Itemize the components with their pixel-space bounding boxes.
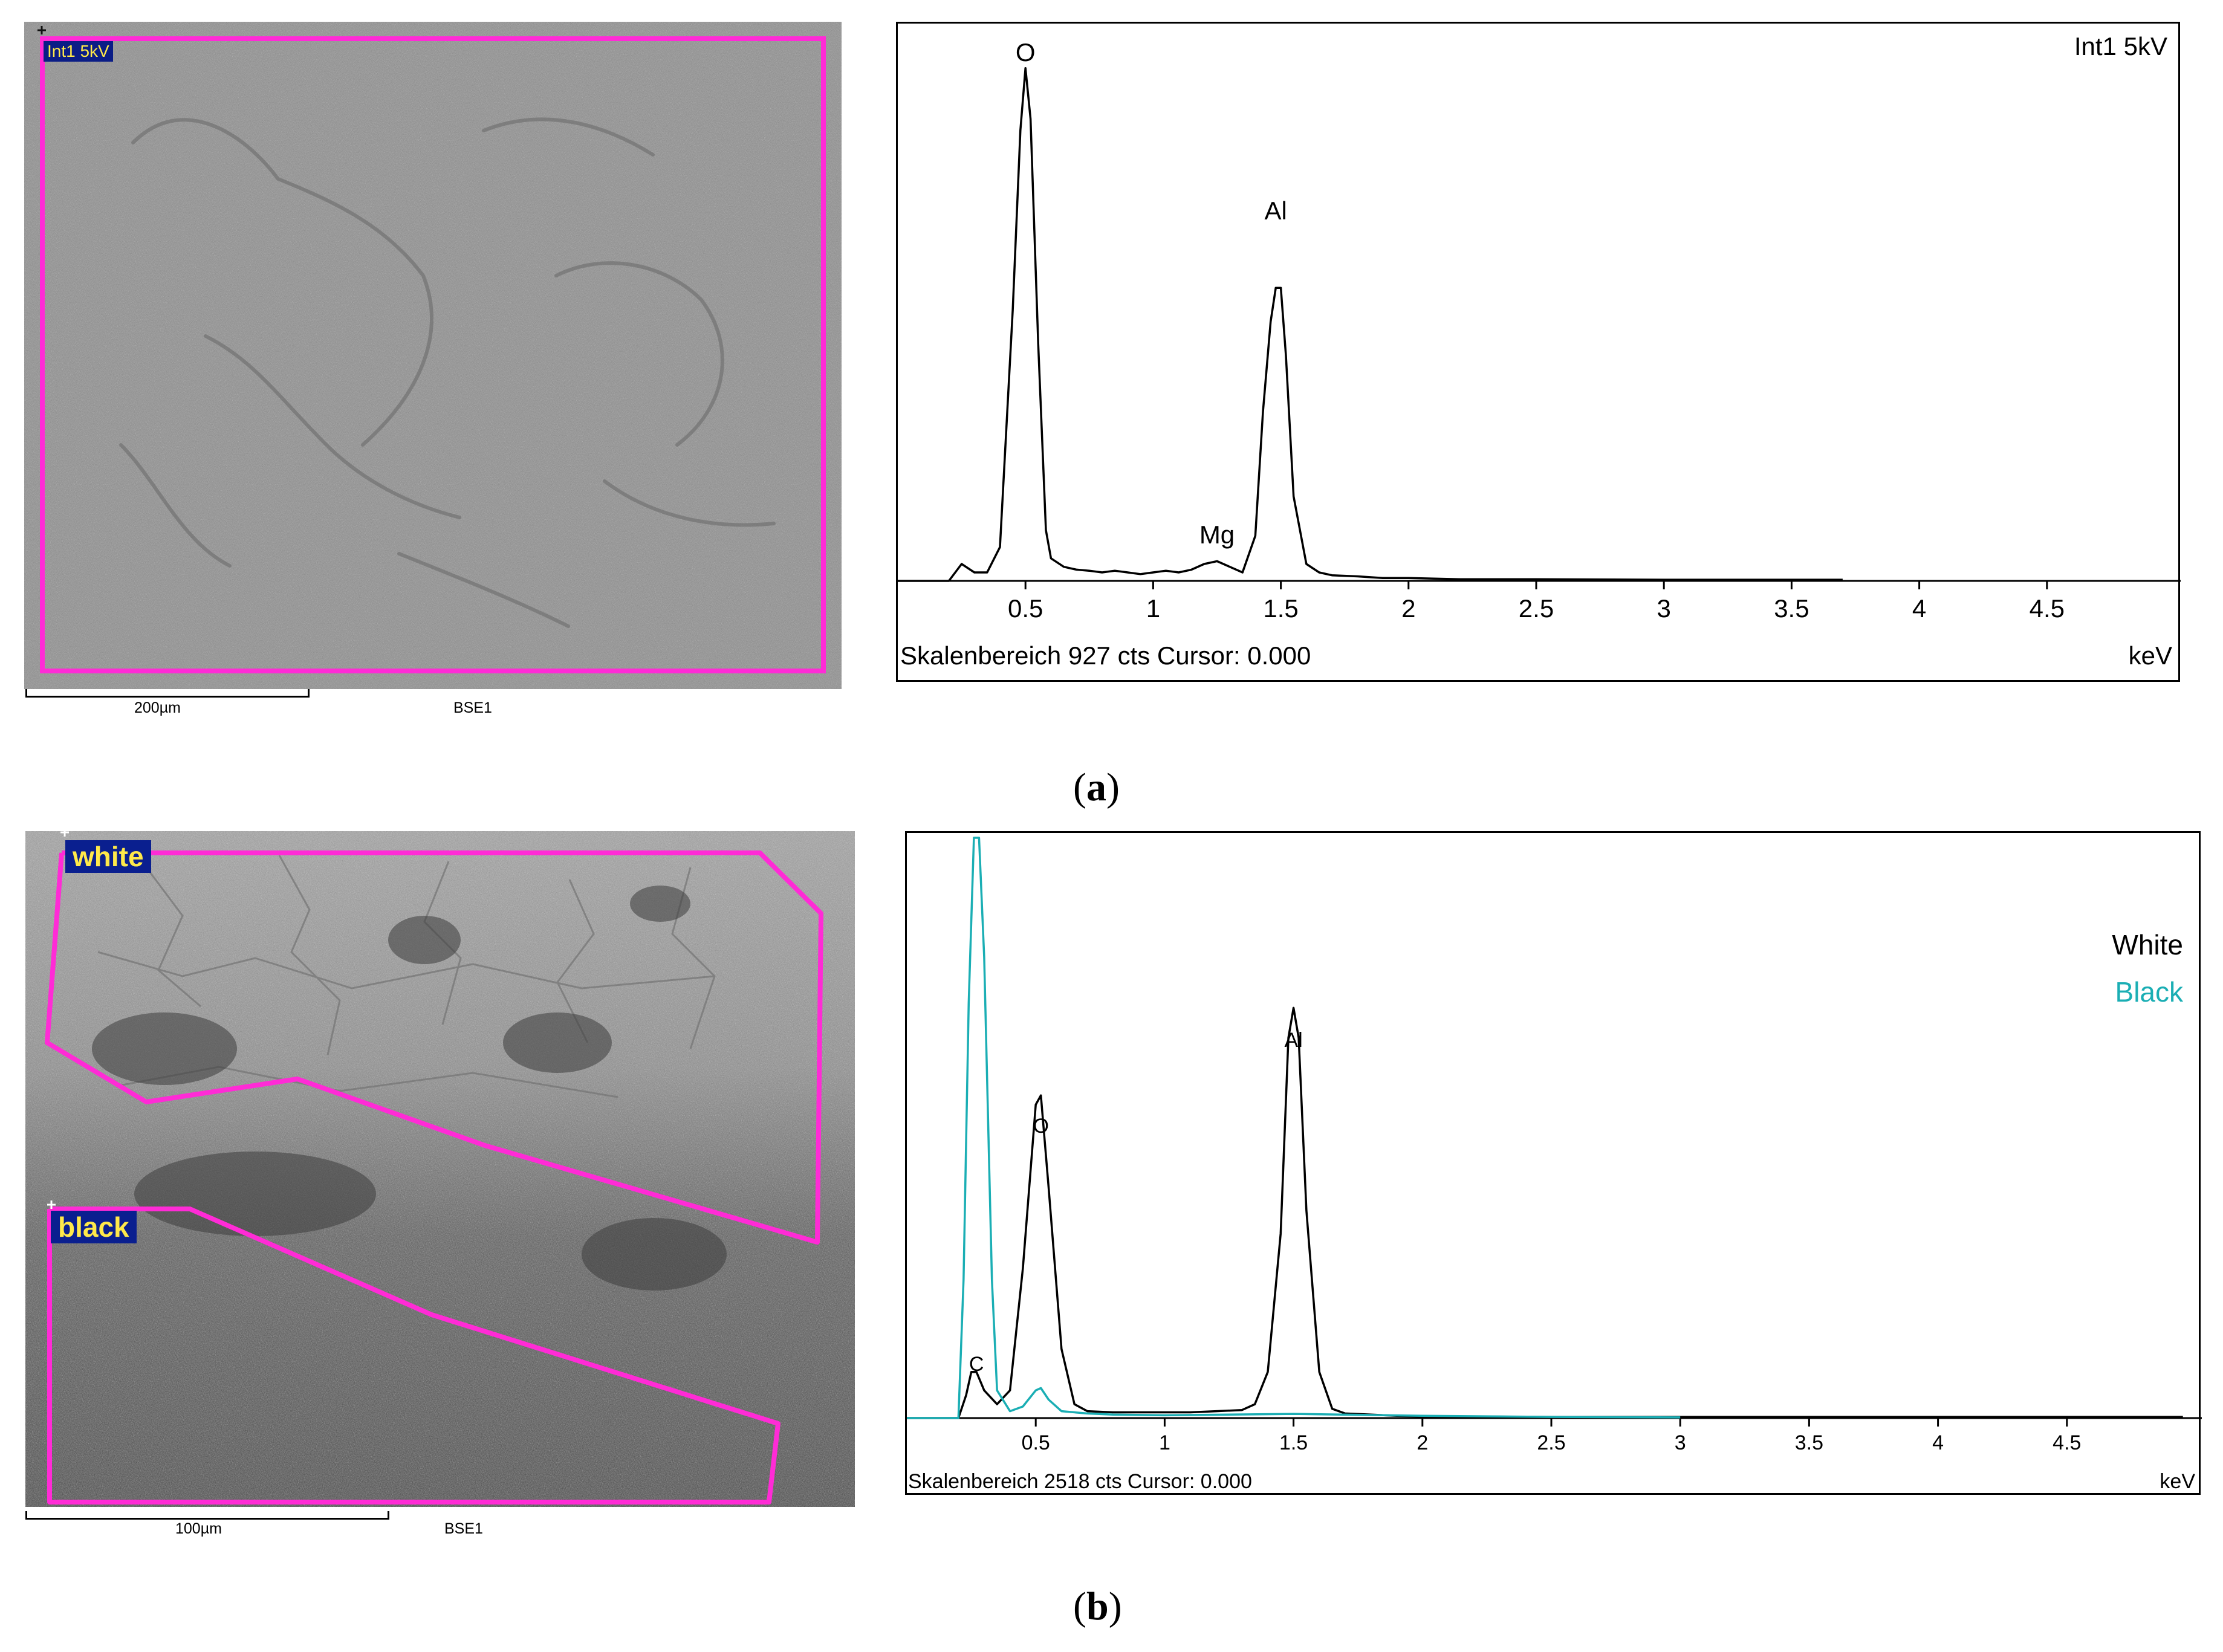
peak-label-al: Al <box>1284 1029 1302 1052</box>
legend-white: White <box>2112 929 2183 960</box>
peak-label-o: O <box>1033 1115 1049 1138</box>
x-tick-label: 1 <box>1159 1431 1170 1454</box>
x-tick-label: 1.5 <box>1279 1431 1308 1454</box>
caption-a: (a) <box>1073 765 1120 811</box>
spectrum-b-plot: 0.5 1 1.5 2 2.5 3 3.5 4 4.5 Al O C <box>907 837 2202 1454</box>
x-tick-label: 2.5 <box>1537 1431 1565 1454</box>
x-tick-label: 4.5 <box>2053 1431 2081 1454</box>
spectrum-a-corner-label: Int1 5kV <box>2074 32 2167 60</box>
scale-bar-a <box>25 689 310 698</box>
x-tick-label: 4 <box>1932 1431 1944 1454</box>
x-tick-label: 2.5 <box>1519 594 1554 623</box>
x-tick-label: 3.5 <box>1795 1431 1823 1454</box>
legend-black: Black <box>2115 976 2183 1008</box>
x-tick-label: 4 <box>1912 594 1926 623</box>
x-tick-label: 3 <box>1657 594 1671 623</box>
scale-label-a: 200µm <box>134 699 181 716</box>
spectrum-a-footer-left: Skalenbereich 927 cts Cursor: 0.000 <box>900 641 1311 670</box>
x-tick-label: 1 <box>1146 594 1160 623</box>
detector-label-a: BSE1 <box>453 699 492 716</box>
caption-b-letter: b <box>1086 1584 1109 1628</box>
detector-label-b: BSE1 <box>444 1520 483 1537</box>
sem-image-b <box>25 831 855 1507</box>
spectrum-b: 0.5 1 1.5 2 2.5 3 3.5 4 4.5 Al O C White Black Skal… <box>905 831 2202 1495</box>
spectrum-b-footer-left: Skalenbereich 2518 cts Cursor: 0.000 <box>908 1470 1252 1493</box>
caption-b-open: ( <box>1073 1584 1086 1628</box>
spectrum-b-footer-right: keV <box>2160 1470 2195 1493</box>
series-line-0 <box>898 67 1843 582</box>
x-tick-label: 2 <box>1401 594 1415 623</box>
caption-a-letter: a <box>1086 765 1106 809</box>
roi-label-int1: Int1 5kV <box>44 41 113 62</box>
roi-label-black: black <box>51 1211 137 1243</box>
x-tick-label: 3.5 <box>1774 594 1809 623</box>
peak-label-o: O <box>1016 38 1036 66</box>
caption-b: (b) <box>1073 1584 1122 1630</box>
caption-a-open: ( <box>1073 765 1086 809</box>
x-tick-label: 3 <box>1675 1431 1686 1454</box>
series-line-white <box>907 1006 2183 1419</box>
peak-label-al: Al <box>1264 196 1287 225</box>
caption-a-close: ) <box>1106 765 1120 809</box>
spectrum-a: 0.5 1 1.5 2 2.5 3 3.5 4 4.5 O Al Mg Int1 5kV Skalen… <box>896 22 2181 682</box>
x-tick-label: 0.5 <box>1008 594 1043 623</box>
x-tick-label: 1.5 <box>1263 594 1298 623</box>
series-line-black <box>907 837 1681 1419</box>
scale-label-b: 100µm <box>175 1520 222 1537</box>
x-tick-label: 4.5 <box>2030 594 2065 623</box>
spectrum-a-plot: 0.5 1 1.5 2 2.5 3 3.5 4 4.5 O Al Mg <box>898 38 2181 623</box>
peak-label-mg: Mg <box>1199 520 1235 549</box>
caption-b-close: ) <box>1108 1584 1122 1628</box>
x-tick-label: 2 <box>1417 1431 1428 1454</box>
spectrum-a-footer-right: keV <box>2128 641 2172 670</box>
roi-label-white: white <box>65 840 151 873</box>
peak-label-c: C <box>969 1353 984 1376</box>
sem-image-a <box>24 22 842 689</box>
scale-bar-b <box>25 1511 389 1520</box>
x-tick-label: 0.5 <box>1022 1431 1050 1454</box>
